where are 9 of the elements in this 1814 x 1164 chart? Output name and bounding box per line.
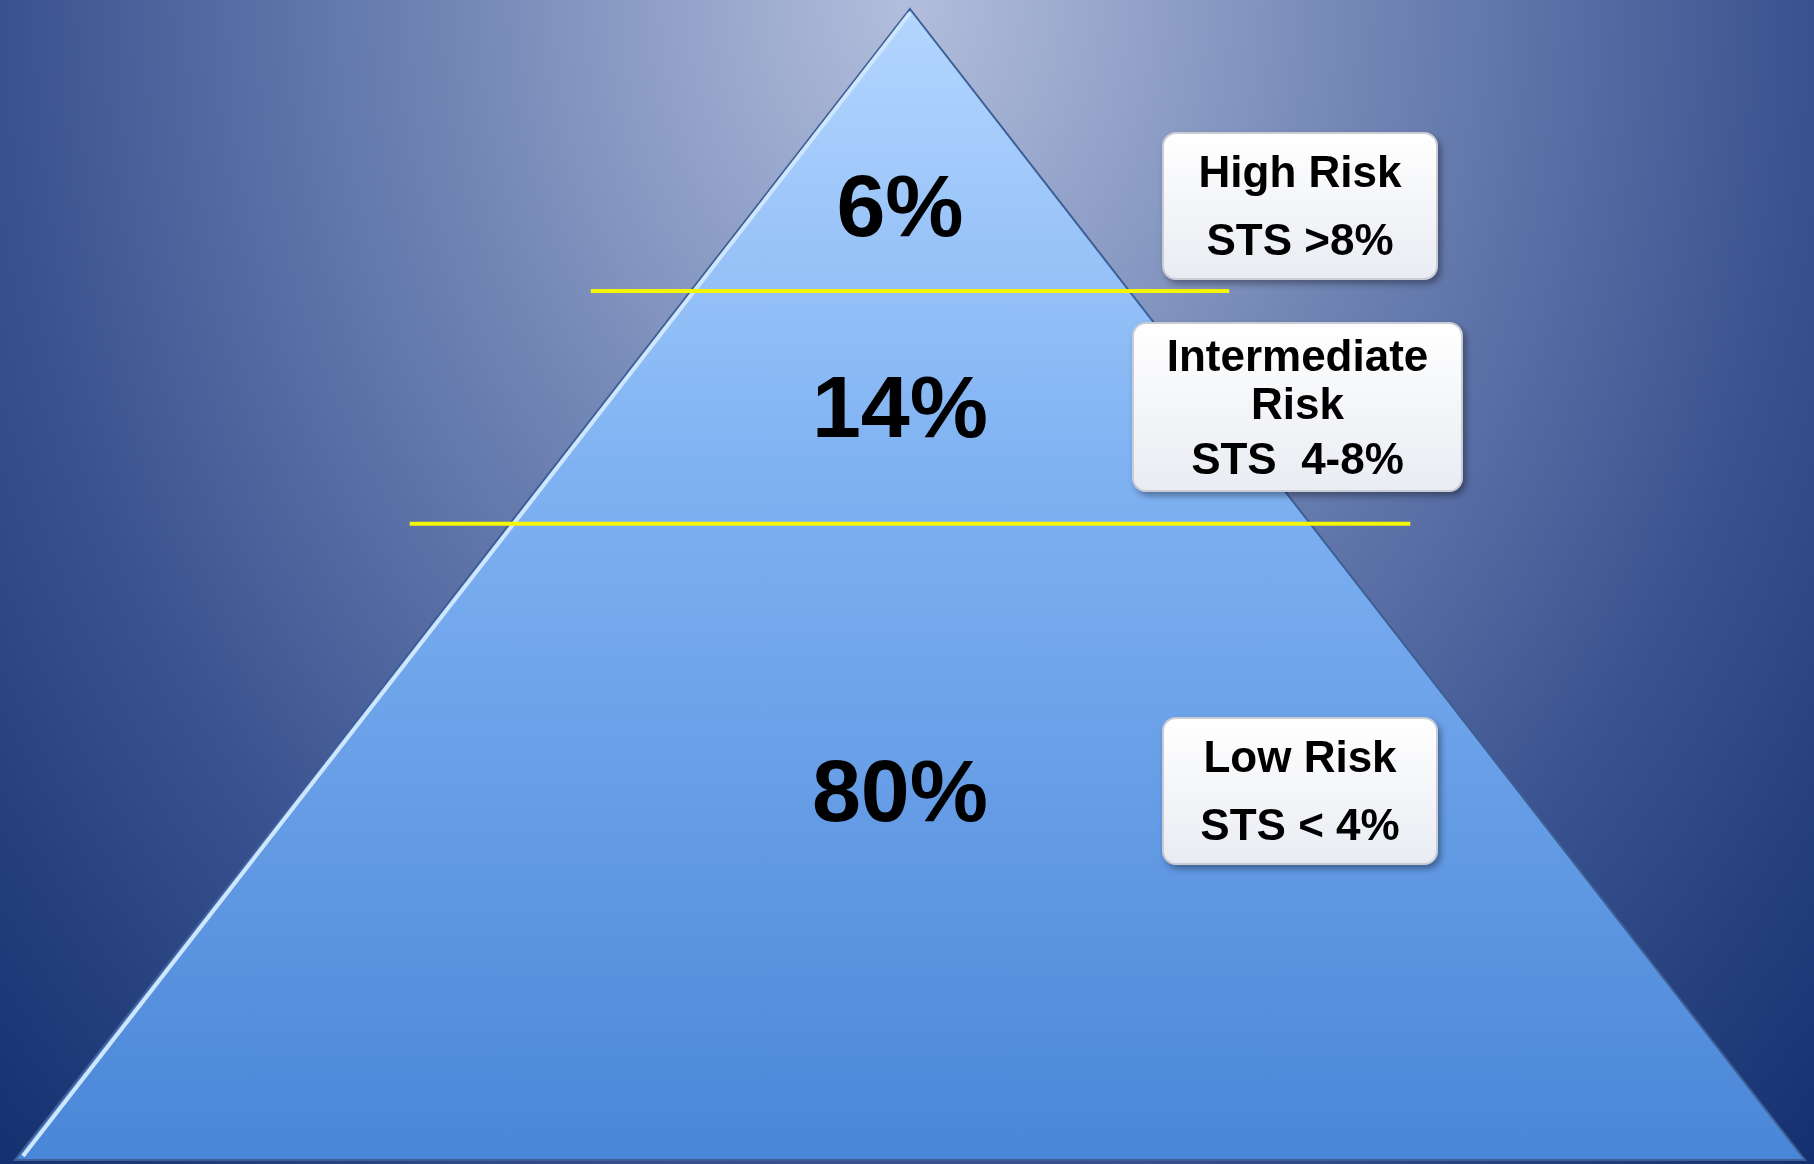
text: STS < 4% bbox=[1200, 799, 1400, 849]
data-label: 6% bbox=[835, 156, 965, 256]
text: STS 4-8% bbox=[1191, 433, 1404, 483]
category-label: High Risk bbox=[1198, 147, 1402, 197]
data-label: 14% bbox=[810, 357, 990, 457]
text: STS >8% bbox=[1206, 215, 1394, 265]
data-label: 80% bbox=[810, 740, 990, 840]
category-label: Intermediate Risk bbox=[1165, 330, 1430, 428]
category-label: Low Risk bbox=[1203, 731, 1397, 781]
